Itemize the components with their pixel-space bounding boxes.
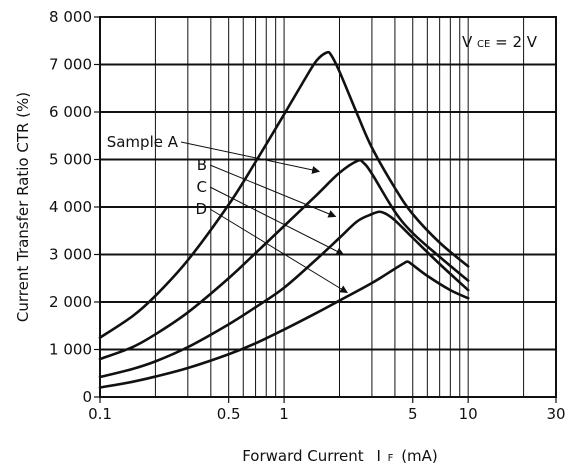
series-callout-label: C bbox=[197, 178, 207, 196]
series-line-b bbox=[98, 158, 470, 361]
y-tick-label: 4 000 bbox=[49, 198, 92, 216]
series-line-sample-a bbox=[98, 50, 470, 339]
y-axis-label: Current Transfer Ratio CTR (%) bbox=[14, 92, 32, 322]
y-tick-label: 2 000 bbox=[49, 293, 92, 311]
y-tick-label: 5 000 bbox=[49, 151, 92, 169]
x-tick-label: 0.1 bbox=[88, 405, 112, 423]
x-tick-label: 30 bbox=[546, 405, 565, 423]
x-axis-label-unit: (mA) bbox=[401, 447, 438, 465]
x-axis-label-symbol: I bbox=[376, 447, 380, 465]
y-tick-label: 1 000 bbox=[49, 341, 92, 359]
condition-annotation-rest: = 2 V bbox=[495, 33, 538, 51]
tick-marks bbox=[94, 16, 557, 403]
x-axis-label: Forward Current I F (mA) bbox=[242, 447, 438, 465]
condition-annotation: V CE = 2 V bbox=[462, 33, 538, 51]
tick-labels: 0 1 000 2 000 3 000 4 000 5 000 6 000 7 000 8 00… bbox=[49, 8, 566, 423]
y-tick-label: 3 000 bbox=[49, 246, 92, 264]
x-tick-label: 0.5 bbox=[217, 405, 241, 423]
condition-annotation-subscript: CE bbox=[477, 39, 490, 50]
series-callout-label: B bbox=[197, 156, 207, 174]
series-callout-arrow bbox=[209, 208, 348, 294]
grid bbox=[99, 16, 557, 398]
x-tick-label: 1 bbox=[279, 405, 289, 423]
series-lines bbox=[98, 50, 470, 389]
x-tick-label: 10 bbox=[459, 405, 478, 423]
series-callout-label: D bbox=[195, 200, 207, 218]
series-callout-arrow bbox=[209, 164, 337, 218]
series-callout-label: Sample A bbox=[107, 133, 179, 151]
series-line-d bbox=[98, 260, 470, 389]
x-axis-label-main: Forward Current bbox=[242, 447, 364, 465]
x-axis-label-subscript: F bbox=[388, 453, 394, 464]
series-callout-arrow bbox=[180, 141, 321, 174]
series-callout-arrow bbox=[209, 186, 345, 255]
series-callouts: Sample A BCD bbox=[107, 133, 348, 294]
y-tick-label: 6 000 bbox=[49, 103, 92, 121]
series-line-c bbox=[98, 210, 470, 379]
y-tick-label: 7 000 bbox=[49, 56, 92, 74]
x-tick-label: 5 bbox=[408, 405, 418, 423]
plot-frame bbox=[99, 16, 557, 398]
condition-annotation-main: V bbox=[462, 33, 473, 51]
y-tick-label: 8 000 bbox=[49, 8, 92, 26]
y-tick-label: 0 bbox=[82, 388, 92, 406]
